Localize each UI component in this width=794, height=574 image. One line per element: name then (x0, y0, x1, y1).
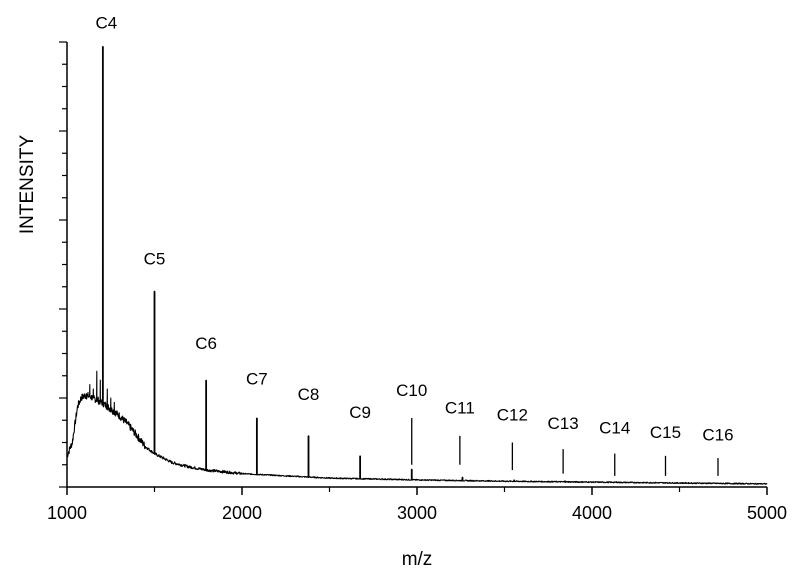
peak-label-c10: C10 (396, 381, 427, 400)
peak-label-c4: C4 (96, 14, 118, 33)
x-ticks: 1000 2000 3000 4000 5000 (47, 487, 787, 523)
peak-label-c5: C5 (144, 250, 166, 269)
peak-label-c12: C12 (497, 405, 528, 424)
x-tick-label: 4000 (572, 503, 612, 523)
peak-label-c9: C9 (349, 403, 371, 422)
axes (66, 42, 767, 488)
peak-labels: C4 C5 C6 C7 C8 C9 C10 C11 C12 C13 C14 C15 C16 (96, 14, 734, 445)
peak-label-c15: C15 (650, 423, 681, 442)
plot-area (66, 45, 768, 485)
x-axis-title: m/z (402, 549, 433, 570)
peak-label-c7: C7 (246, 370, 268, 389)
x-tick-label: 3000 (397, 503, 437, 523)
peak-label-c16: C16 (702, 425, 733, 444)
x-tick-label: 1000 (47, 503, 87, 523)
spectrum-line (66, 45, 768, 485)
y-ticks (59, 41, 67, 488)
peak-label-c14: C14 (599, 419, 630, 438)
peak-label-c8: C8 (298, 385, 320, 404)
x-tick-label: 2000 (222, 503, 262, 523)
peak-label-c13: C13 (548, 414, 579, 433)
x-tick-label: 5000 (747, 503, 787, 523)
peak-label-c11: C11 (445, 399, 475, 418)
peak-label-c6: C6 (195, 334, 217, 353)
y-axis-title: INTENSITY (17, 135, 38, 235)
